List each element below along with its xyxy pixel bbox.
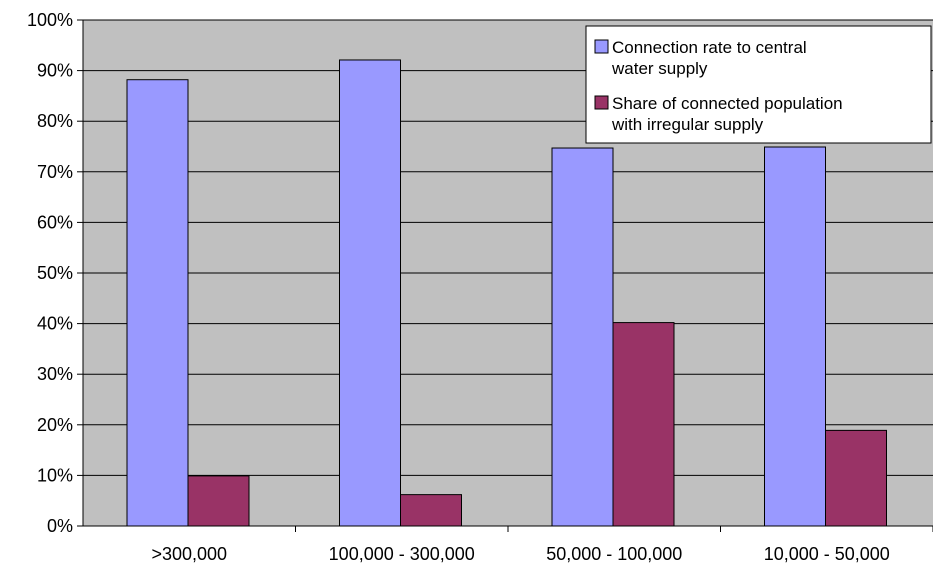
y-axis-ticks: 0% 10% 20% 30% 40% 50% 60% 70% 80% 90% 100%: [27, 10, 83, 536]
y-tick-label: 50%: [37, 263, 73, 283]
bar: [187, 475, 250, 527]
bar: [612, 322, 675, 527]
legend: Connection rate to central water supply Sh…: [585, 25, 932, 144]
legend-label: water supply: [611, 59, 708, 78]
bar: [825, 429, 887, 527]
legend-swatch: [594, 39, 609, 54]
legend-label: Share of connected population: [612, 94, 843, 113]
bar: [551, 147, 614, 527]
bars: [126, 59, 887, 527]
y-tick-label: 30%: [37, 364, 73, 384]
y-tick-label: 70%: [37, 162, 73, 182]
y-tick-label: 80%: [37, 111, 73, 131]
x-tick-label: 10,000 - 50,000: [764, 544, 890, 564]
legend-label: Connection rate to central: [612, 38, 807, 57]
x-tick-label: 100,000 - 300,000: [329, 544, 475, 564]
legend-label: with irregular supply: [611, 115, 764, 134]
x-axis-ticks: >300,000 100,000 - 300,000 50,000 - 100,00…: [151, 526, 933, 564]
y-tick-label: 40%: [37, 314, 73, 334]
y-tick-label: 90%: [37, 61, 73, 81]
bar: [764, 146, 826, 527]
legend-box: [585, 25, 932, 144]
y-tick-label: 20%: [37, 415, 73, 435]
y-tick-label: 10%: [37, 465, 73, 485]
bar: [126, 79, 189, 527]
bar: [400, 494, 462, 527]
y-tick-label: 0%: [47, 516, 73, 536]
x-tick-label: 50,000 - 100,000: [546, 544, 682, 564]
y-tick-label: 60%: [37, 212, 73, 232]
legend-swatch: [594, 95, 609, 110]
y-tick-label: 100%: [27, 10, 73, 30]
bar: [339, 59, 401, 527]
x-tick-label: >300,000: [151, 544, 227, 564]
